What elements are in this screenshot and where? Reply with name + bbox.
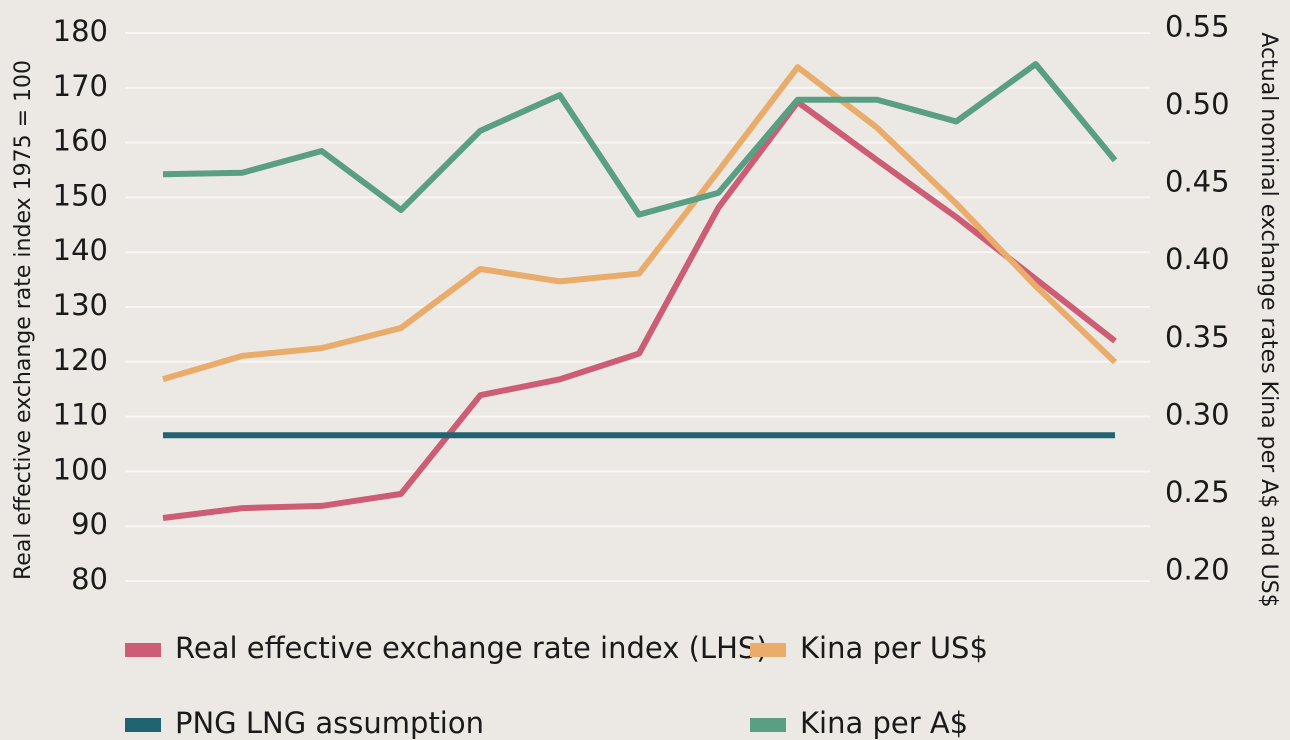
y-tick-label: 110 <box>53 398 108 432</box>
legend-swatch <box>125 718 161 732</box>
y-tick-label: 170 <box>53 69 108 103</box>
y-tick-label: 160 <box>53 124 108 158</box>
y2-tick-label: 0.35 <box>1165 320 1230 354</box>
legend-label: Real effective exchange rate index (LHS) <box>175 631 768 665</box>
legend-label: Kina per A$ <box>800 706 968 740</box>
series-line <box>162 64 1118 383</box>
legend-label: Kina per US$ <box>800 631 988 665</box>
legend-swatch <box>750 718 786 732</box>
legend-label: PNG LNG assumption <box>175 706 484 740</box>
y2-tick-label: 0.40 <box>1165 242 1230 276</box>
y-tick-label: 140 <box>53 233 108 267</box>
y-tick-label: 130 <box>53 288 108 322</box>
legend-swatch <box>750 643 786 657</box>
y2-tick-label: 0.25 <box>1165 475 1230 509</box>
y2-tick-label: 0.55 <box>1165 9 1230 43</box>
y2-tick-label: 0.45 <box>1165 165 1230 199</box>
y-tick-label: 100 <box>53 452 108 486</box>
y2-tick-label: 0.30 <box>1165 397 1230 431</box>
y-tick-label: 80 <box>71 562 108 596</box>
y-tick-label: 150 <box>53 178 108 212</box>
series-line <box>162 99 1117 521</box>
y-tick-label: 180 <box>53 14 108 48</box>
series-line <box>162 61 1118 218</box>
y2-axis-label: Actual nominal exchange rates Kina per A… <box>1256 32 1281 607</box>
y-tick-label: 120 <box>53 343 108 377</box>
y2-tick-label: 0.50 <box>1165 87 1230 121</box>
legend-swatch <box>125 643 161 657</box>
y-tick-label: 90 <box>71 507 108 541</box>
y2-tick-label: 0.20 <box>1165 553 1230 587</box>
y-axis-label: Real effective exchange rate index 1975 … <box>11 60 36 580</box>
